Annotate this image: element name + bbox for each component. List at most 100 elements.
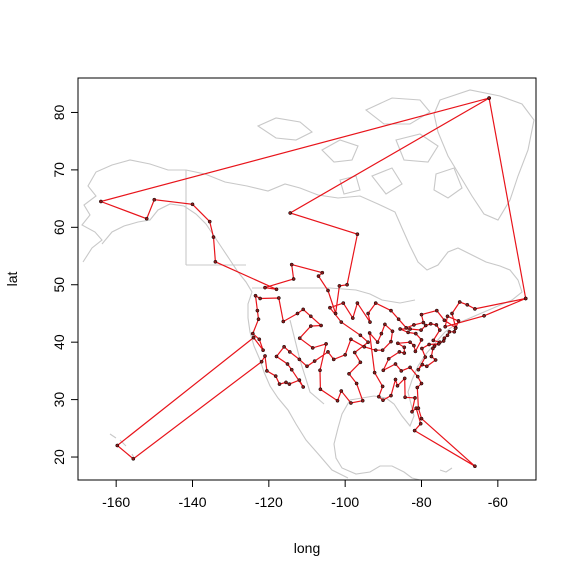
city-point bbox=[331, 357, 336, 362]
city-point bbox=[482, 313, 486, 318]
city-point bbox=[335, 398, 340, 403]
city-point bbox=[443, 324, 448, 329]
x-tick-label: -80 bbox=[411, 494, 431, 510]
city-point bbox=[253, 293, 258, 298]
city-point bbox=[291, 277, 296, 281]
city-point bbox=[450, 311, 454, 316]
city-point bbox=[115, 443, 120, 448]
city-point bbox=[413, 396, 417, 400]
city-point bbox=[289, 367, 294, 372]
city-point bbox=[277, 382, 282, 386]
city-point bbox=[339, 389, 344, 393]
city-point bbox=[389, 339, 393, 344]
city-point bbox=[305, 364, 309, 369]
x-tick-label: -60 bbox=[488, 494, 508, 510]
city-point bbox=[295, 311, 300, 316]
city-point bbox=[301, 307, 306, 312]
city-point bbox=[251, 335, 256, 340]
city-point bbox=[423, 355, 428, 359]
city-point bbox=[412, 343, 416, 348]
city-point bbox=[358, 360, 363, 365]
x-tick-label: -120 bbox=[255, 494, 283, 510]
city-point bbox=[258, 296, 262, 301]
city-point bbox=[393, 377, 398, 382]
city-point bbox=[421, 320, 426, 325]
city-point bbox=[318, 368, 322, 373]
city-point bbox=[447, 329, 452, 334]
city-point bbox=[445, 314, 450, 319]
city-point bbox=[402, 351, 407, 355]
city-point bbox=[367, 331, 372, 335]
y-tick-label: 20 bbox=[51, 449, 67, 465]
city-point bbox=[337, 284, 342, 288]
city-point bbox=[285, 362, 290, 366]
city-point bbox=[99, 199, 103, 204]
city-point bbox=[389, 308, 393, 313]
city-point bbox=[297, 378, 302, 382]
city-point bbox=[257, 337, 262, 342]
y-tick-label: 80 bbox=[51, 104, 67, 120]
city-point bbox=[433, 358, 438, 362]
city-point bbox=[328, 305, 332, 310]
city-point bbox=[445, 333, 450, 338]
city-point bbox=[320, 270, 325, 275]
city-point bbox=[343, 352, 348, 357]
city-point bbox=[373, 348, 378, 353]
city-point bbox=[465, 302, 470, 307]
city-point bbox=[412, 323, 416, 327]
city-point bbox=[362, 344, 367, 349]
city-point bbox=[386, 356, 391, 361]
city-point bbox=[308, 324, 313, 328]
city-point bbox=[355, 232, 360, 237]
city-point bbox=[420, 346, 424, 351]
city-point bbox=[383, 322, 387, 327]
city-point bbox=[274, 287, 279, 292]
city-points bbox=[99, 96, 528, 469]
city-point bbox=[419, 381, 424, 386]
city-point bbox=[368, 320, 372, 324]
city-point bbox=[457, 300, 462, 304]
city-point bbox=[207, 219, 212, 224]
city-point bbox=[250, 331, 255, 336]
city-point bbox=[350, 316, 355, 320]
city-point bbox=[349, 337, 353, 342]
city-point bbox=[418, 421, 423, 426]
city-point bbox=[282, 344, 286, 349]
city-point bbox=[316, 274, 321, 278]
city-point bbox=[389, 393, 393, 398]
city-point bbox=[381, 368, 386, 373]
city-point bbox=[408, 365, 412, 370]
city-point bbox=[456, 319, 461, 323]
city-point bbox=[373, 301, 378, 305]
city-point bbox=[358, 333, 363, 338]
city-point bbox=[380, 384, 385, 389]
city-point bbox=[326, 350, 330, 354]
city-point bbox=[326, 288, 330, 293]
city-point bbox=[429, 354, 434, 359]
city-point bbox=[347, 371, 351, 376]
city-point bbox=[442, 318, 447, 323]
city-point bbox=[404, 325, 409, 330]
city-point bbox=[406, 330, 410, 335]
city-point bbox=[424, 364, 429, 369]
y-tick-label: 50 bbox=[51, 277, 67, 293]
city-point bbox=[259, 359, 264, 364]
city-point bbox=[284, 380, 288, 385]
city-point bbox=[396, 317, 401, 322]
city-point bbox=[473, 464, 477, 469]
y-axis: 20 30 40 50 60 70 80 bbox=[51, 104, 79, 465]
x-tick-label: -100 bbox=[331, 494, 359, 510]
route-line bbox=[98, 97, 527, 467]
city-point bbox=[415, 374, 420, 379]
city-point bbox=[402, 345, 407, 350]
x-axis-label: long bbox=[294, 540, 320, 556]
city-point bbox=[324, 342, 328, 346]
city-point bbox=[412, 428, 417, 433]
city-point bbox=[288, 211, 293, 215]
city-point bbox=[413, 349, 418, 354]
city-point bbox=[390, 329, 395, 334]
city-point bbox=[419, 312, 424, 317]
city-point bbox=[281, 319, 286, 324]
city-point bbox=[375, 340, 380, 345]
city-point bbox=[301, 385, 306, 389]
